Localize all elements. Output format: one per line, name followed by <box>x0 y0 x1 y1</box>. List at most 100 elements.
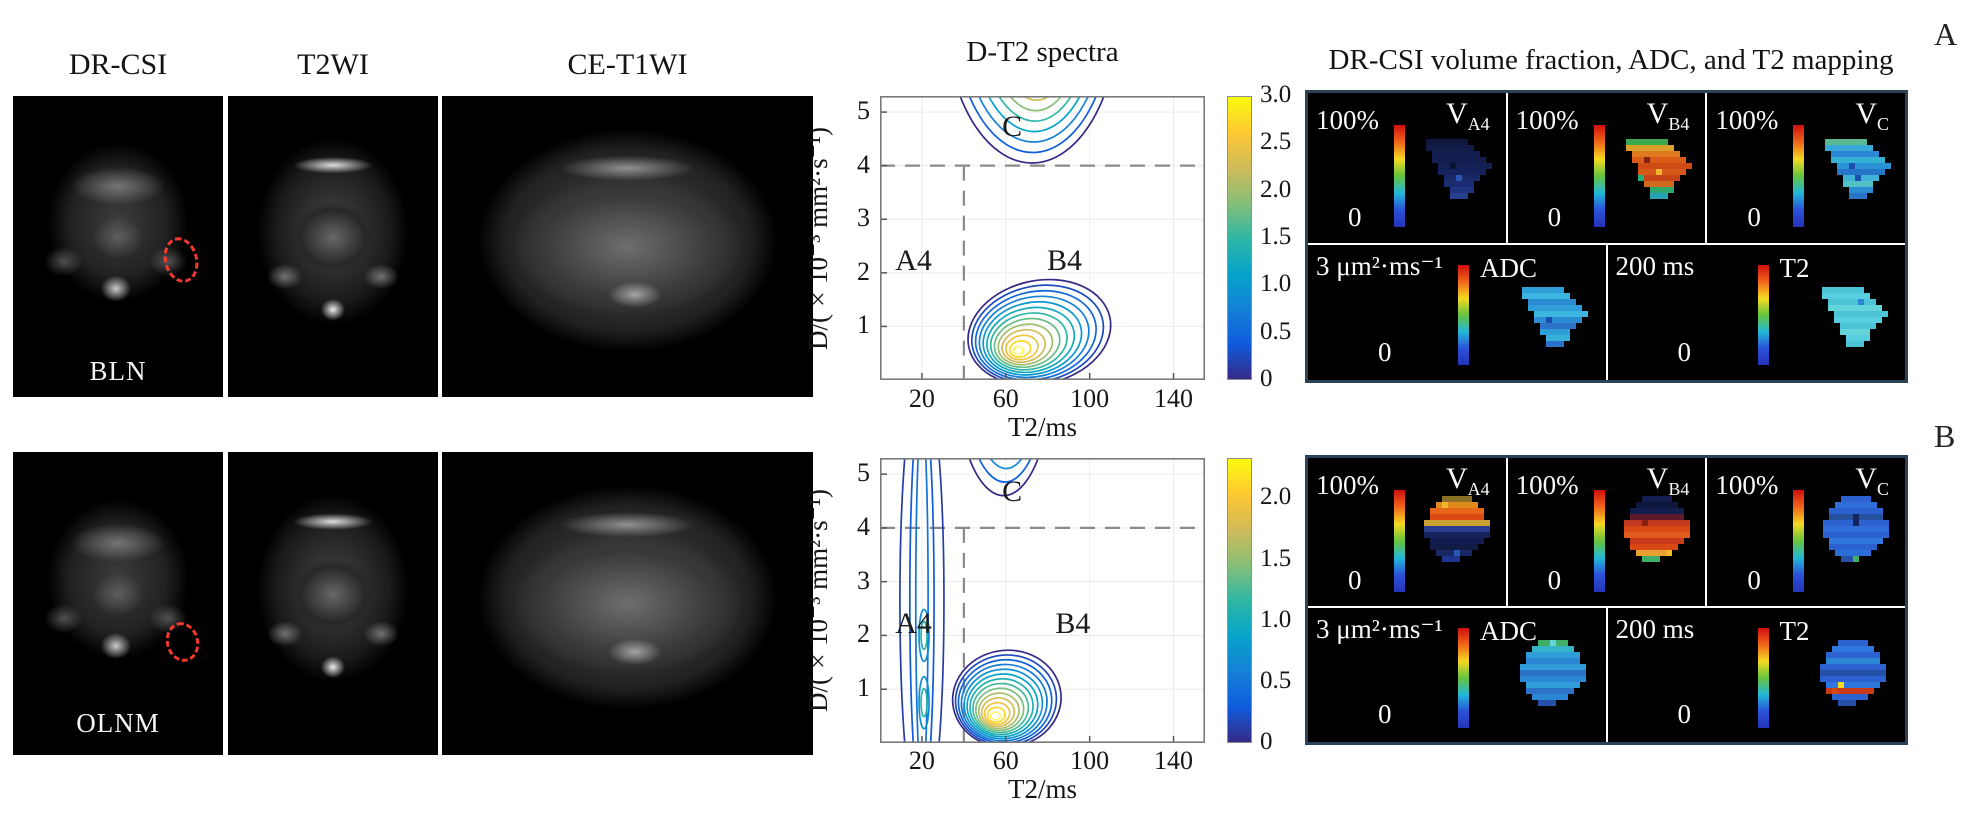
region-label-a4: A4 <box>895 244 932 277</box>
y-tick-label: 5 <box>857 458 870 488</box>
colorbar-tick-label: 0 <box>1260 365 1273 392</box>
lesion-blob <box>1823 496 1890 562</box>
region-label-c: C <box>1002 110 1022 143</box>
volume-label: VA4 <box>1446 462 1490 499</box>
param-name-label: T2 <box>1779 253 1810 283</box>
volume-label: VA4 <box>1446 97 1490 134</box>
scale-min-label: 0 <box>1547 202 1562 232</box>
x-tick-label: 140 <box>1154 746 1194 775</box>
x-tick-label: 100 <box>1070 746 1110 775</box>
scale-max-label: 100% <box>1515 105 1579 135</box>
mri-image-drcsi-olnm: OLNM <box>13 452 223 755</box>
x-tick-label: 20 <box>908 384 935 413</box>
mapping-title: DR-CSI volume fraction, ADC, and T2 mapp… <box>1328 44 1894 76</box>
lesion-blob <box>1424 496 1490 562</box>
case-label: OLNM <box>76 708 160 738</box>
y-tick-label: 4 <box>857 149 870 179</box>
rainbow-colorbar <box>1593 490 1605 592</box>
spectra-colorbar <box>1227 458 1252 743</box>
scale-min-label: 0 <box>1747 565 1761 595</box>
mapping-panel-bln: 100% 0 VA4 100% 0 VB4 100% 0 VC 3 μm²·ms⁻¹ ADC 0 200… <box>1305 90 1908 383</box>
x-tick-label: 140 <box>1154 384 1194 413</box>
y-tick-label: 2 <box>857 619 870 649</box>
lesion-blob <box>1825 139 1892 199</box>
scale-min-label: 0 <box>1348 565 1362 595</box>
scale-max-label: 100% <box>1316 105 1379 135</box>
y-tick-label: 1 <box>857 310 870 340</box>
y-axis-label: D/(×10⁻³ mm²·s⁻¹) <box>803 126 833 350</box>
lesion-blob <box>1520 640 1586 706</box>
mri-anatomy <box>228 452 438 755</box>
x-axis-label: T2/ms <box>1007 774 1077 804</box>
colorbar-tick-label: 1.0 <box>1260 270 1292 298</box>
param-name-label: ADC <box>1480 253 1538 283</box>
colorbar-tick-label: 3.0 <box>1260 81 1292 108</box>
scale-max-label: 100% <box>1515 470 1579 500</box>
volume-fraction-panel-c: 100% 0 VC <box>1707 93 1905 243</box>
mri-image-t2wi-olnm <box>228 452 438 755</box>
colorbar-tick-label: 2.0 <box>1260 483 1292 511</box>
y-tick-label: 1 <box>857 673 870 703</box>
y-tick-label: 4 <box>857 511 870 541</box>
volume-fraction-panel-a4: 100% 0 VA4 <box>1308 458 1508 606</box>
colorbar-tick-label: 1.0 <box>1260 605 1292 633</box>
y-tick-label: 3 <box>857 565 870 595</box>
mapping-panel-olnm: 100% 0 VA4 100% 0 VB4 100% 0 VC 3 μm²·ms⁻¹ ADC 0 200… <box>1305 455 1908 745</box>
volume-fraction-panel-b4: 100% 0 VB4 <box>1508 93 1708 243</box>
mri-anatomy <box>442 452 813 755</box>
y-tick-label: 2 <box>857 256 870 286</box>
colorbar-tick-label: 1.5 <box>1260 223 1292 250</box>
lesion-blob <box>1821 287 1888 347</box>
dt2-spectra-plot-bln: A4 B4 C <box>880 96 1205 380</box>
rainbow-colorbar <box>1458 265 1469 365</box>
volume-label: VB4 <box>1646 462 1690 499</box>
column-title-t2wi: T2WI <box>297 48 369 81</box>
scale-max-label: 100% <box>1715 470 1779 500</box>
scale-max-label: 3 μm²·ms⁻¹ <box>1316 251 1443 281</box>
mri-image-cet1wi-olnm <box>442 452 813 755</box>
volume-label: VC <box>1855 97 1890 134</box>
lesion-blob <box>1625 139 1692 199</box>
column-title-drcsi: DR-CSI <box>68 48 168 81</box>
scale-max-label: 100% <box>1715 105 1779 135</box>
column-title-cet1wi: CE-T1WI <box>567 48 688 81</box>
scale-min-label: 0 <box>1348 202 1362 232</box>
scale-min-label: 0 <box>1547 565 1562 595</box>
x-tick-label: 20 <box>908 746 935 775</box>
contour-plot: A4 B4 C <box>880 96 1205 380</box>
lesion-blob <box>1522 287 1588 347</box>
x-tick-label: 60 <box>992 746 1019 775</box>
rainbow-colorbar <box>1593 125 1605 227</box>
volume-fraction-panel-a4: 100% 0 VA4 <box>1308 93 1508 243</box>
volume-fraction-panel-b4: 100% 0 VB4 <box>1508 458 1708 606</box>
x-tick-label: 100 <box>1070 384 1110 413</box>
scale-min-label: 0 <box>1378 699 1392 729</box>
panel-letter-a: A <box>1934 16 1958 52</box>
region-label-b4: B4 <box>1047 244 1082 277</box>
scale-max-label: 200 ms <box>1615 614 1695 644</box>
mri-image-drcsi-bln: BLN <box>13 96 223 397</box>
colorbar-tick-label: 1.5 <box>1260 544 1292 572</box>
region-label-c: C <box>1002 475 1022 508</box>
param-map-panel-adc: 3 μm²·ms⁻¹ ADC 0 <box>1308 608 1608 742</box>
colorbar-tick-label: 0 <box>1260 728 1273 755</box>
scale-max-label: 200 ms <box>1615 251 1695 281</box>
colorbar-tick-label: 0.5 <box>1260 666 1292 694</box>
mri-anatomy <box>442 96 813 397</box>
panel-letter-b: B <box>1934 418 1956 454</box>
rainbow-colorbar <box>1394 490 1405 592</box>
scale-min-label: 0 <box>1747 202 1761 232</box>
scale-min-label: 0 <box>1378 337 1392 367</box>
scale-max-label: 3 μm²·ms⁻¹ <box>1316 614 1443 644</box>
colorbar-tick-label: 0.5 <box>1260 317 1292 345</box>
mri-anatomy <box>13 96 223 397</box>
lesion-blob <box>1623 496 1690 562</box>
volume-fraction-panel-c: 100% 0 VC <box>1707 458 1905 606</box>
param-name-label: ADC <box>1480 616 1538 646</box>
x-axis-label: T2/ms <box>1007 412 1077 442</box>
rainbow-colorbar <box>1757 628 1769 728</box>
param-name-label: T2 <box>1779 616 1810 646</box>
scale-min-label: 0 <box>1677 699 1692 729</box>
region-label-b4: B4 <box>1055 607 1090 640</box>
